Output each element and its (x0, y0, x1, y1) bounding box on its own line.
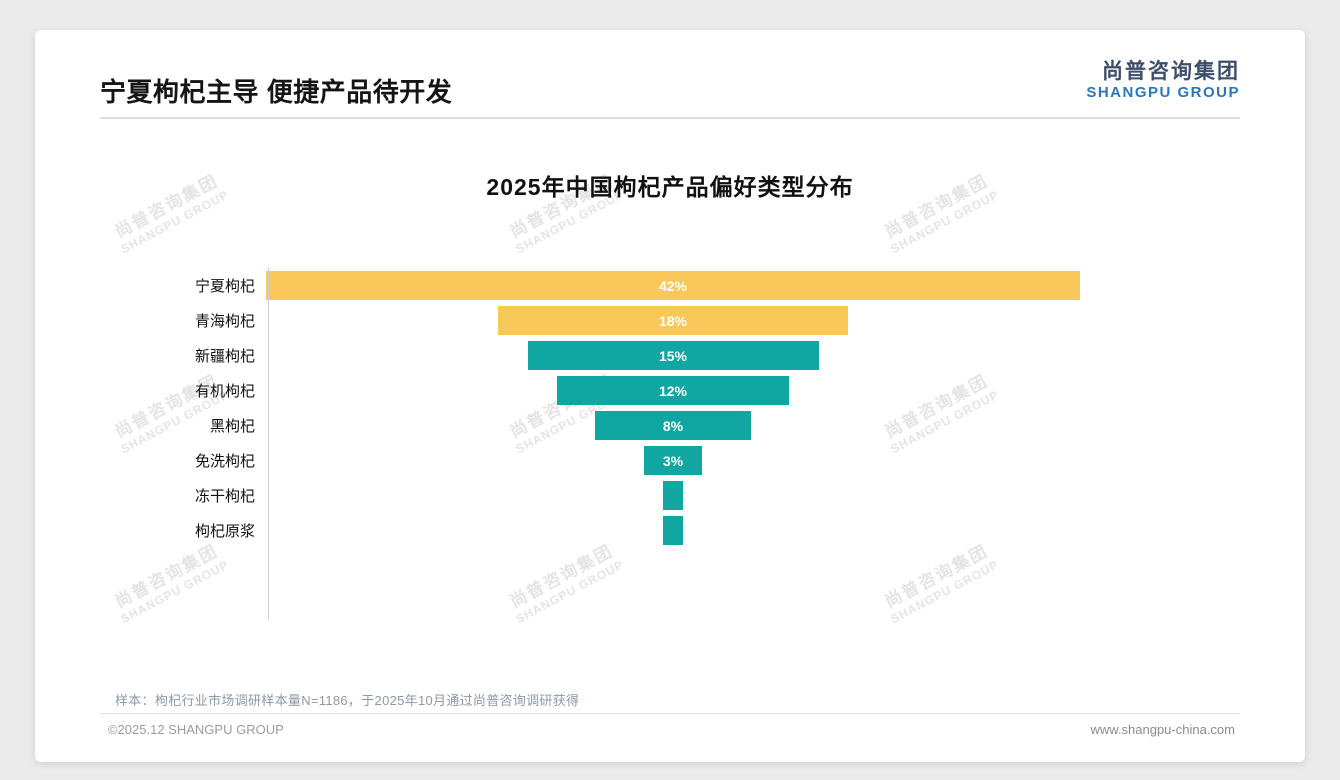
category-label: 有机枸杞 (194, 383, 255, 400)
category-label: 宁夏枸杞 (194, 278, 255, 295)
plot-area: 42% (263, 268, 1305, 303)
bar-value-label: 18% (658, 312, 687, 329)
footer-copyright: ©2025.12 SHANGPU GROUP (108, 722, 284, 737)
category-label: 枸杞原浆 (194, 523, 255, 540)
bar: 12% (556, 376, 790, 405)
bar-value-label: 8% (662, 417, 684, 434)
bar: 15% (527, 341, 819, 370)
slide-card: 尚普咨询集团 SHANGPU GROUP 尚普咨询集团 SHANGPU GROUP 尚普… (35, 30, 1305, 762)
bar (663, 516, 683, 545)
logo-english-text: SHANGPU GROUP (1086, 84, 1240, 102)
chart-title: 2025年中国枸杞产品偏好类型分布 (486, 174, 854, 200)
plot-area: 8% (263, 408, 1305, 443)
chart-row: 免洗枸杞 3% (35, 443, 1305, 478)
sample-note: 样本：枸杞行业市场调研样本量N=1186，于2025年10月通过尚普咨询调研获得 (115, 693, 580, 708)
bar-value-label: 42% (658, 277, 687, 294)
title-divider (100, 117, 1240, 119)
bar-value-label: 3% (662, 452, 684, 469)
plot-area: 15% (263, 338, 1305, 373)
bar-value-label: 15% (658, 347, 688, 364)
plot-area: 12% (263, 373, 1305, 408)
bar: 18% (498, 306, 848, 335)
footer-divider (100, 713, 1240, 714)
category-label: 免洗枸杞 (194, 453, 255, 470)
category-label: 新疆枸杞 (194, 348, 255, 365)
bar: 8% (595, 411, 751, 440)
category-label: 黑枸杞 (209, 418, 255, 435)
plot-area: 18% (263, 303, 1305, 338)
category-label: 青海枸杞 (194, 313, 255, 330)
footer-website-link[interactable]: www.shangpu-china.com (1090, 722, 1235, 737)
plot-area (263, 513, 1305, 548)
chart-row: 枸杞原浆 (35, 513, 1305, 548)
chart-row: 冻干枸杞 (35, 478, 1305, 513)
bar: 3% (643, 446, 703, 475)
bar (663, 481, 683, 510)
bar-value-label: 12% (658, 382, 687, 399)
page-title: 宁夏枸杞主导 便捷产品待开发 (100, 77, 453, 107)
chart-row: 新疆枸杞 15% (35, 338, 1305, 373)
company-logo: 尚普咨询集团 SHANGPU GROUP (1086, 60, 1240, 101)
chart-row: 宁夏枸杞 42% (35, 268, 1305, 303)
y-axis-line (268, 268, 269, 620)
category-label: 冻干枸杞 (194, 488, 255, 505)
bar: 42% (265, 271, 1081, 300)
logo-chinese-text: 尚普咨询集团 (1102, 60, 1240, 83)
plot-area: 3% (263, 443, 1305, 478)
chart-row: 黑枸杞 8% (35, 408, 1305, 443)
plot-area (263, 478, 1305, 513)
chart-row: 青海枸杞 18% (35, 303, 1305, 338)
chart-rows: 宁夏枸杞 42% 青海枸杞 18% 新疆枸杞 15% 有机枸杞 12% 黑枸杞 8% 免洗枸杞 3% 冻… (35, 268, 1305, 548)
chart-row: 有机枸杞 12% (35, 373, 1305, 408)
